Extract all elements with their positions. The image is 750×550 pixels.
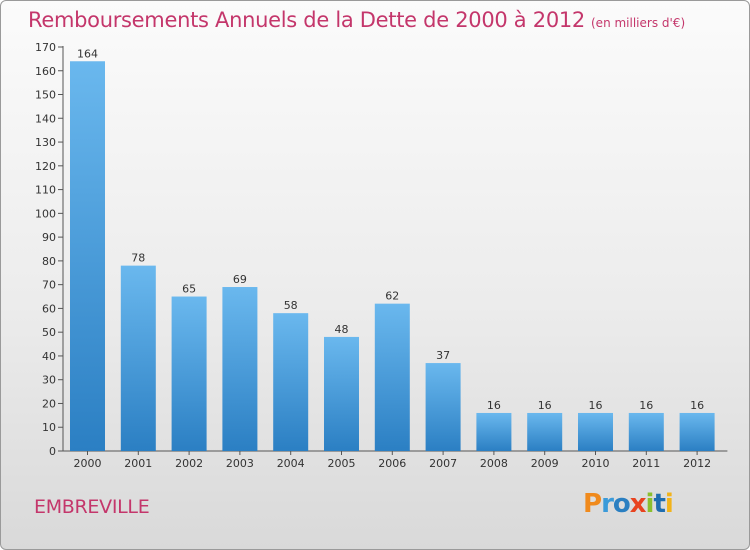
- bar-value-label: 69: [233, 273, 247, 286]
- proxiti-logo: Proxiti: [583, 489, 674, 519]
- logo-letter: P: [583, 489, 602, 519]
- x-tick-label: 2011: [632, 457, 660, 470]
- y-tick-label: 160: [35, 65, 56, 78]
- bar-2011: [628, 412, 664, 451]
- y-tick-label: 20: [42, 397, 56, 410]
- x-tick-label: 2004: [277, 457, 305, 470]
- y-tick-label: 60: [42, 302, 56, 315]
- y-tick-label: 0: [49, 445, 56, 458]
- y-tick-label: 70: [42, 279, 56, 292]
- bar-2001: [120, 265, 156, 451]
- bar-value-label: 16: [487, 399, 501, 412]
- bar-2003: [222, 287, 258, 451]
- y-tick-label: 140: [35, 112, 56, 125]
- bar-value-label: 62: [385, 290, 399, 303]
- y-tick-label: 30: [42, 374, 56, 387]
- x-tick-label: 2012: [683, 457, 711, 470]
- y-tick-label: 100: [35, 207, 56, 220]
- x-tick-label: 2002: [175, 457, 203, 470]
- title-text: Remboursements Annuels de la Dette de 20…: [28, 8, 585, 32]
- bar-2002: [171, 296, 207, 451]
- logo-letter: o: [612, 489, 631, 519]
- bar-2007: [425, 363, 461, 451]
- x-tick-label: 2010: [582, 457, 610, 470]
- bar-value-label: 16: [589, 399, 603, 412]
- chart-title: Remboursements Annuels de la Dette de 20…: [28, 8, 685, 32]
- y-tick-label: 120: [35, 160, 56, 173]
- y-tick-label: 50: [42, 326, 56, 339]
- logo-letter: i: [645, 489, 655, 519]
- logo-letter: t: [653, 489, 665, 519]
- x-tick-label: 2000: [74, 457, 102, 470]
- bar-value-label: 16: [690, 399, 704, 412]
- bar-2008: [476, 412, 512, 451]
- bar-value-label: 65: [182, 283, 196, 296]
- bar-value-label: 164: [77, 47, 98, 60]
- y-tick-label: 150: [35, 89, 56, 102]
- logo-letter: x: [629, 489, 647, 519]
- bar-value-label: 58: [284, 299, 298, 312]
- bar-value-label: 48: [335, 323, 349, 336]
- y-tick-label: 130: [35, 136, 56, 149]
- bar-2010: [578, 412, 613, 451]
- bar-value-label: 16: [639, 399, 653, 412]
- bar-value-label: 16: [538, 399, 552, 412]
- y-tick-label: 10: [42, 421, 56, 434]
- bar-value-label: 37: [436, 349, 450, 362]
- bar-2005: [324, 336, 359, 451]
- y-tick-label: 80: [42, 255, 56, 268]
- x-tick-label: 2008: [480, 457, 508, 470]
- bar-2006: [374, 303, 410, 451]
- bar-2009: [527, 412, 563, 451]
- logo-letter: i: [664, 489, 674, 519]
- bar-2004: [273, 313, 309, 451]
- logo-letter: r: [601, 489, 614, 519]
- x-tick-label: 2009: [531, 457, 559, 470]
- commune-name: EMBREVILLE: [34, 496, 150, 518]
- x-tick-label: 2007: [429, 457, 457, 470]
- y-tick-label: 40: [42, 350, 56, 363]
- x-tick-label: 2006: [378, 457, 406, 470]
- y-tick-label: 110: [35, 184, 56, 197]
- title-unit: (en milliers d'€): [591, 16, 686, 30]
- bar-value-label: 78: [131, 252, 145, 265]
- x-tick-label: 2003: [226, 457, 254, 470]
- bar-2012: [679, 412, 715, 451]
- x-tick-label: 2005: [328, 457, 356, 470]
- y-tick-label: 90: [42, 231, 56, 244]
- x-tick-label: 2001: [124, 457, 152, 470]
- bar-2000: [70, 61, 105, 452]
- y-tick-label: 170: [35, 41, 56, 54]
